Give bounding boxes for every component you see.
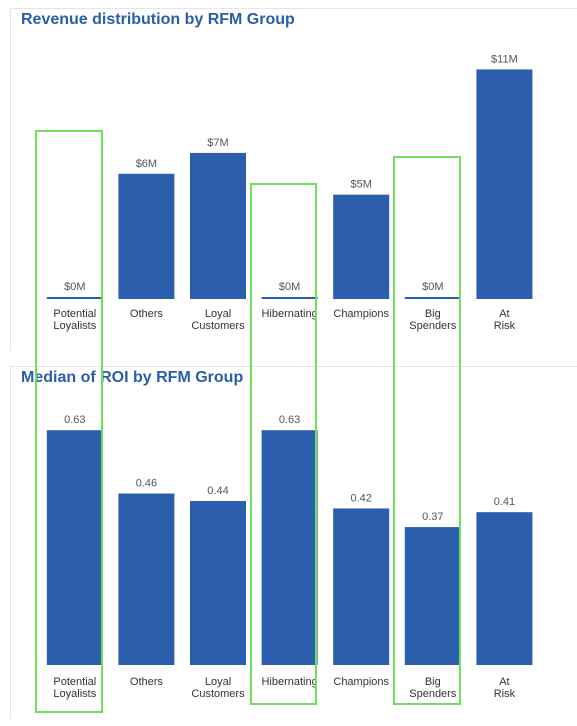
revenue-data-label-3: $0M (279, 281, 300, 293)
revenue-bar-3[interactable] (261, 297, 318, 299)
roi-chart-title: Median of ROI by RFM Group (21, 369, 244, 386)
roi-bar-5[interactable] (404, 527, 461, 665)
roi-category-label-5: Big Spenders (409, 676, 457, 700)
roi-category-label-6: At Risk (494, 676, 516, 700)
revenue-chart-title: Revenue distribution by RFM Group (21, 11, 295, 28)
roi-category-label-1: Others (130, 676, 164, 688)
revenue-data-label-4: $5M (350, 179, 371, 191)
revenue-bar-1[interactable] (118, 173, 175, 299)
revenue-bar-5[interactable] (404, 297, 461, 299)
roi-category-label-4: Champions (333, 676, 389, 688)
roi-bar-0[interactable] (46, 430, 103, 665)
revenue-data-label-6: $11M (491, 53, 518, 65)
revenue-category-label-0: Potential Loyalists (53, 308, 96, 332)
revenue-category-label-5: Big Spenders (409, 308, 457, 332)
roi-bar-4[interactable] (333, 508, 390, 665)
roi-bar-2[interactable] (190, 501, 246, 665)
roi-data-label-6: 0.41 (494, 496, 515, 508)
revenue-bar-chart: $0M Potential Loyalists $6M Others $7M Loyal Cu… (46, 53, 533, 332)
roi-category-label-2: Loyal Customers (191, 676, 245, 700)
revenue-bar-4[interactable] (333, 194, 390, 299)
roi-data-label-5: 0.37 (422, 511, 443, 523)
revenue-bar-0[interactable] (46, 297, 103, 299)
roi-data-label-2: 0.44 (207, 485, 228, 497)
revenue-category-label-3: Hibernating (261, 308, 317, 320)
revenue-category-label-4: Champions (333, 308, 389, 320)
revenue-category-label-1: Others (130, 308, 164, 320)
roi-bar-1[interactable] (118, 493, 175, 665)
revenue-data-label-5: $0M (422, 281, 443, 293)
roi-data-label-0: 0.63 (64, 414, 85, 426)
roi-chart-panel: Median of ROI by RFM Group 0.63 Potential… (10, 366, 577, 719)
revenue-category-label-2: Loyal Customers (191, 308, 245, 332)
roi-category-label-0: Potential Loyalists (53, 676, 96, 700)
revenue-bar-6[interactable] (476, 69, 533, 299)
revenue-data-label-2: $7M (207, 137, 228, 149)
roi-data-label-1: 0.46 (136, 478, 157, 490)
roi-bar-chart: 0.63 Potential Loyalists 0.46 Others 0.44 Loya… (46, 414, 533, 700)
roi-bar-3[interactable] (261, 430, 318, 665)
roi-data-label-3: 0.63 (279, 414, 300, 426)
revenue-chart-panel: Revenue distribution by RFM Group $0M Pot… (10, 8, 577, 351)
revenue-category-label-6: At Risk (494, 308, 516, 332)
roi-data-label-4: 0.42 (350, 492, 371, 504)
roi-bar-6[interactable] (476, 512, 533, 665)
revenue-data-label-0: $0M (64, 281, 85, 293)
roi-category-label-3: Hibernating (261, 676, 317, 688)
revenue-bar-2[interactable] (190, 152, 246, 299)
revenue-data-label-1: $6M (136, 158, 157, 170)
